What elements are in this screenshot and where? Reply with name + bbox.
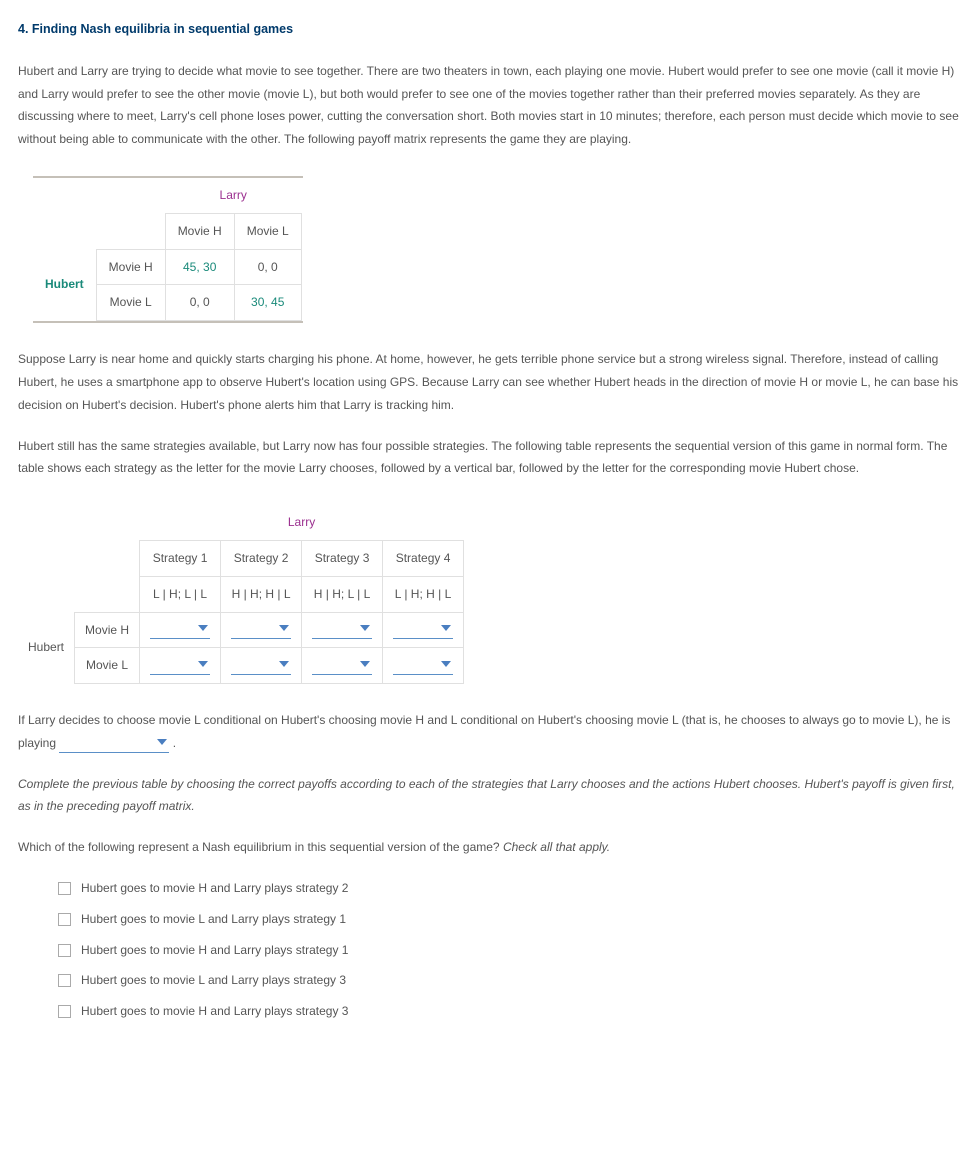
checkbox[interactable] xyxy=(58,974,71,987)
payoff-cell: 45, 30 xyxy=(165,249,234,285)
strategy-code: H | H; H | L xyxy=(221,576,302,612)
payoff-matrix: Larry Movie H Movie L Hubert Movie H 45,… xyxy=(33,176,962,323)
payoff-dropdown[interactable] xyxy=(150,657,210,675)
payoff-dropdown[interactable] xyxy=(312,657,372,675)
paragraph-4: If Larry decides to choose movie L condi… xyxy=(18,709,962,755)
strategy-header: Strategy 3 xyxy=(302,540,383,576)
payoff-dropdown[interactable] xyxy=(231,657,291,675)
payoff-dropdown[interactable] xyxy=(150,621,210,639)
chevron-down-icon xyxy=(441,661,451,667)
checkbox[interactable] xyxy=(58,1005,71,1018)
row-header: Movie H xyxy=(75,612,140,648)
strategy-header: Strategy 4 xyxy=(383,540,464,576)
option-label: Hubert goes to movie L and Larry plays s… xyxy=(81,969,346,992)
option-row: Hubert goes to movie H and Larry plays s… xyxy=(58,1000,962,1023)
chevron-down-icon xyxy=(360,625,370,631)
checkbox[interactable] xyxy=(58,882,71,895)
col-player-label: Larry xyxy=(140,505,464,540)
chevron-down-icon xyxy=(157,739,167,745)
strategy-code: L | H; H | L xyxy=(383,576,464,612)
checkbox[interactable] xyxy=(58,913,71,926)
paragraph-5: Complete the previous table by choosing … xyxy=(18,773,962,819)
chevron-down-icon xyxy=(279,661,289,667)
payoff-cell: 0, 0 xyxy=(234,249,301,285)
col-header: Movie L xyxy=(234,213,301,249)
row-header: Movie L xyxy=(75,648,140,684)
strategy-dropdown[interactable] xyxy=(59,735,169,753)
strategy-code: L | H; L | L xyxy=(140,576,221,612)
option-label: Hubert goes to movie H and Larry plays s… xyxy=(81,877,348,900)
chevron-down-icon xyxy=(198,661,208,667)
row-player-label: Hubert xyxy=(18,612,75,684)
payoff-dropdown[interactable] xyxy=(231,621,291,639)
strategy-code: H | H; L | L xyxy=(302,576,383,612)
question-heading: 4. Finding Nash equilibria in sequential… xyxy=(18,18,962,42)
option-row: Hubert goes to movie H and Larry plays s… xyxy=(58,877,962,900)
col-player-label: Larry xyxy=(165,178,301,213)
text: Check all that apply. xyxy=(503,840,610,854)
chevron-down-icon xyxy=(279,625,289,631)
row-header: Movie L xyxy=(96,285,165,321)
payoff-dropdown[interactable] xyxy=(393,657,453,675)
text: . xyxy=(173,736,176,750)
text: Which of the following represent a Nash … xyxy=(18,840,503,854)
row-player-label: Hubert xyxy=(33,249,96,321)
row-header: Movie H xyxy=(96,249,165,285)
option-row: Hubert goes to movie L and Larry plays s… xyxy=(58,908,962,931)
paragraph-2: Suppose Larry is near home and quickly s… xyxy=(18,348,962,416)
option-label: Hubert goes to movie H and Larry plays s… xyxy=(81,939,348,962)
payoff-dropdown[interactable] xyxy=(312,621,372,639)
payoff-cell: 30, 45 xyxy=(234,285,301,321)
nash-options: Hubert goes to movie H and Larry plays s… xyxy=(58,877,962,1023)
paragraph-3: Hubert still has the same strategies ava… xyxy=(18,435,962,481)
payoff-cell: 0, 0 xyxy=(165,285,234,321)
chevron-down-icon xyxy=(360,661,370,667)
paragraph-6: Which of the following represent a Nash … xyxy=(18,836,962,859)
chevron-down-icon xyxy=(441,625,451,631)
col-header: Movie H xyxy=(165,213,234,249)
option-row: Hubert goes to movie L and Larry plays s… xyxy=(58,969,962,992)
strategy-table: Larry Strategy 1 Strategy 2 Strategy 3 S… xyxy=(18,505,962,684)
option-label: Hubert goes to movie L and Larry plays s… xyxy=(81,908,346,931)
strategy-header: Strategy 2 xyxy=(221,540,302,576)
option-row: Hubert goes to movie H and Larry plays s… xyxy=(58,939,962,962)
payoff-dropdown[interactable] xyxy=(393,621,453,639)
option-label: Hubert goes to movie H and Larry plays s… xyxy=(81,1000,348,1023)
intro-paragraph: Hubert and Larry are trying to decide wh… xyxy=(18,60,962,151)
checkbox[interactable] xyxy=(58,944,71,957)
strategy-header: Strategy 1 xyxy=(140,540,221,576)
chevron-down-icon xyxy=(198,625,208,631)
